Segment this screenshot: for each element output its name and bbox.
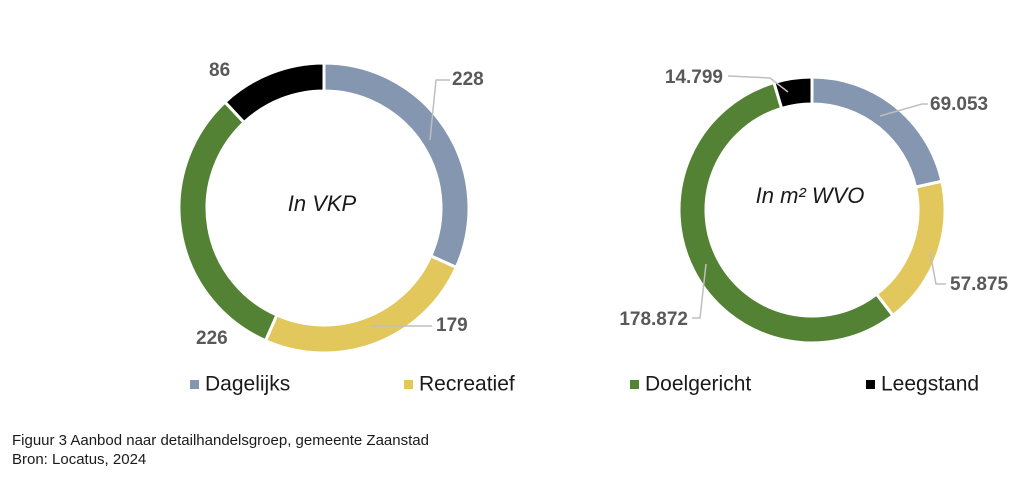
leader-line-vkp-dagelijks [429,79,450,141]
data-label-wvo-dagelijks: 69.053 [930,94,988,115]
center-label-wvo: In m² WVO [756,183,865,208]
legend-label-recreatief: Recreatief [419,373,515,396]
donut-chart-wvo: 69.053 57.875 178.872 14.799 [619,67,1009,345]
slice-vkp-doelgericht [177,99,279,343]
data-label-wvo-leegstand: 14.799 [665,67,723,88]
slice-vkp-leegstand [222,61,326,125]
leader-line-wvo-doelgericht [692,263,707,319]
slice-wvo-recreatief [874,179,947,318]
data-label-wvo-recreatief: 57.875 [950,274,1009,295]
center-label-vkp: In VKP [288,191,357,216]
legend-swatch-dagelijks [190,380,199,389]
data-label-vkp-recreatief: 179 [436,315,468,336]
legend-label-doelgericht: Doelgericht [645,373,751,396]
slice-vkp-recreatief [263,253,459,355]
leader-line-wvo-recreatief [929,251,946,285]
legend: Dagelijks Recreatief Doelgericht Leegstand [190,373,979,396]
data-label-vkp-doelgericht: 226 [196,328,228,349]
legend-swatch-leegstand [866,380,875,389]
legend-swatch-recreatief [404,380,413,389]
legend-swatch-doelgericht [630,380,639,389]
data-label-vkp-dagelijks: 228 [452,69,484,90]
leader-line-wvo-dagelijks [879,103,928,117]
data-label-wvo-doelgericht: 178.872 [619,309,688,330]
slice-wvo-doelgericht [677,80,896,345]
slice-vkp-dagelijks [322,61,471,270]
slice-wvo-leegstand [772,75,814,111]
figure-source: Bron: Locatus, 2024 [12,451,147,468]
figure-caption: Figuur 3 Aanbod naar detailhandelsgroep,… [12,432,429,449]
legend-label-dagelijks: Dagelijks [205,373,290,396]
data-label-vkp-leegstand: 86 [209,60,230,81]
donut-chart-vkp: 228 179 226 86 [177,60,484,355]
slice-wvo-dagelijks [810,75,944,189]
leader-line-wvo-leegstand [727,75,789,93]
legend-label-leegstand: Leegstand [881,373,979,396]
